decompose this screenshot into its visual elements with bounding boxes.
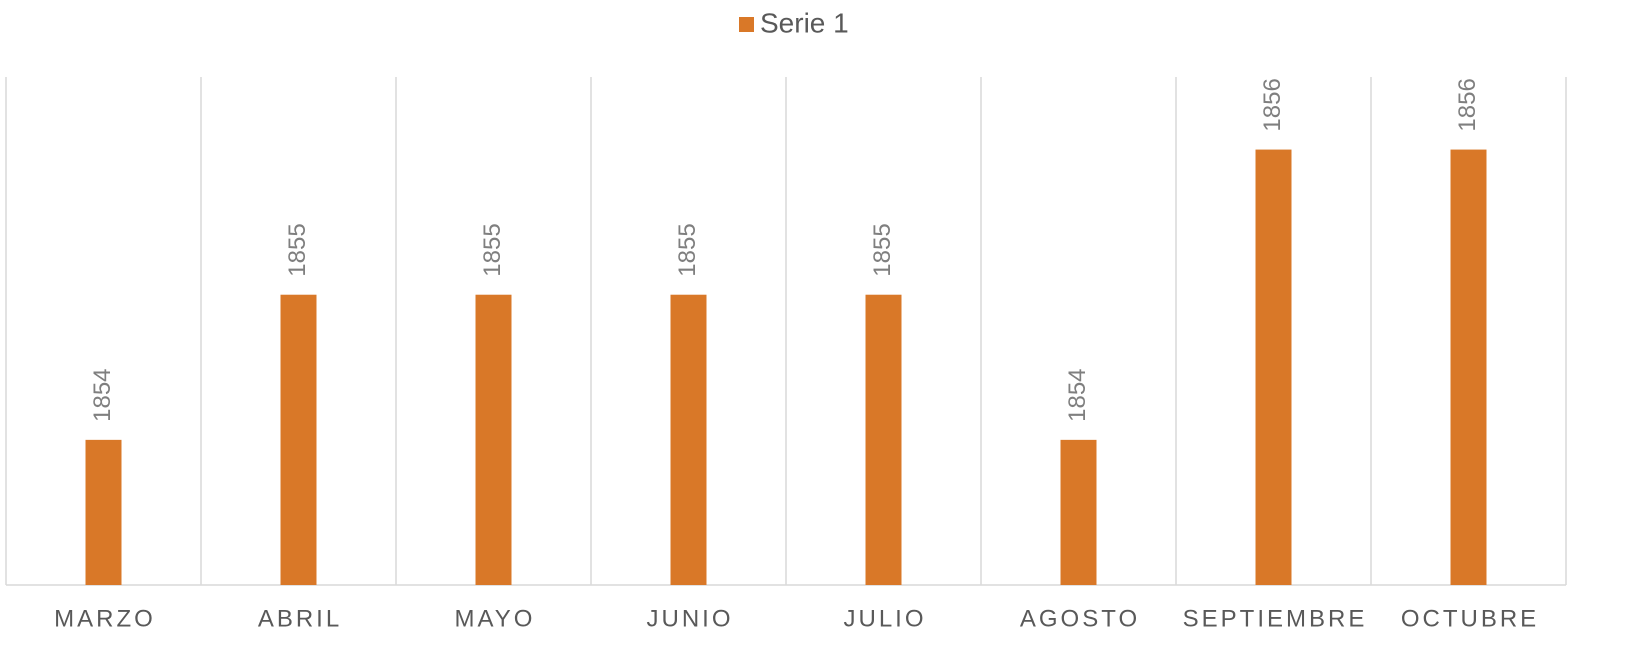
x-tick-label: SEPTIEMBRE — [1183, 605, 1368, 632]
bar — [865, 294, 902, 585]
data-label: 1855 — [869, 223, 896, 276]
data-label: 1855 — [284, 223, 311, 276]
bar — [1255, 149, 1292, 586]
bar — [670, 294, 707, 585]
data-label: 1854 — [1064, 368, 1091, 421]
x-tick-label: JULIO — [843, 605, 926, 632]
legend-swatch — [739, 17, 754, 32]
data-label: 1856 — [1454, 78, 1481, 131]
bar — [475, 294, 512, 585]
bar — [1450, 149, 1487, 586]
x-tick-label: OCTUBRE — [1401, 605, 1539, 632]
x-tick-label: JUNIO — [647, 605, 734, 632]
x-tick-label: MAYO — [455, 605, 536, 632]
legend-label: Serie 1 — [760, 7, 849, 38]
data-label: 1854 — [89, 368, 116, 421]
bar — [85, 439, 122, 585]
bar — [280, 294, 317, 585]
x-tick-label: MARZO — [54, 605, 156, 632]
x-tick-label: ABRIL — [258, 605, 342, 632]
data-label: 1856 — [1259, 78, 1286, 131]
x-tick-label: AGOSTO — [1020, 605, 1140, 632]
data-label: 1855 — [479, 223, 506, 276]
bar — [1060, 439, 1097, 585]
data-label: 1855 — [674, 223, 701, 276]
